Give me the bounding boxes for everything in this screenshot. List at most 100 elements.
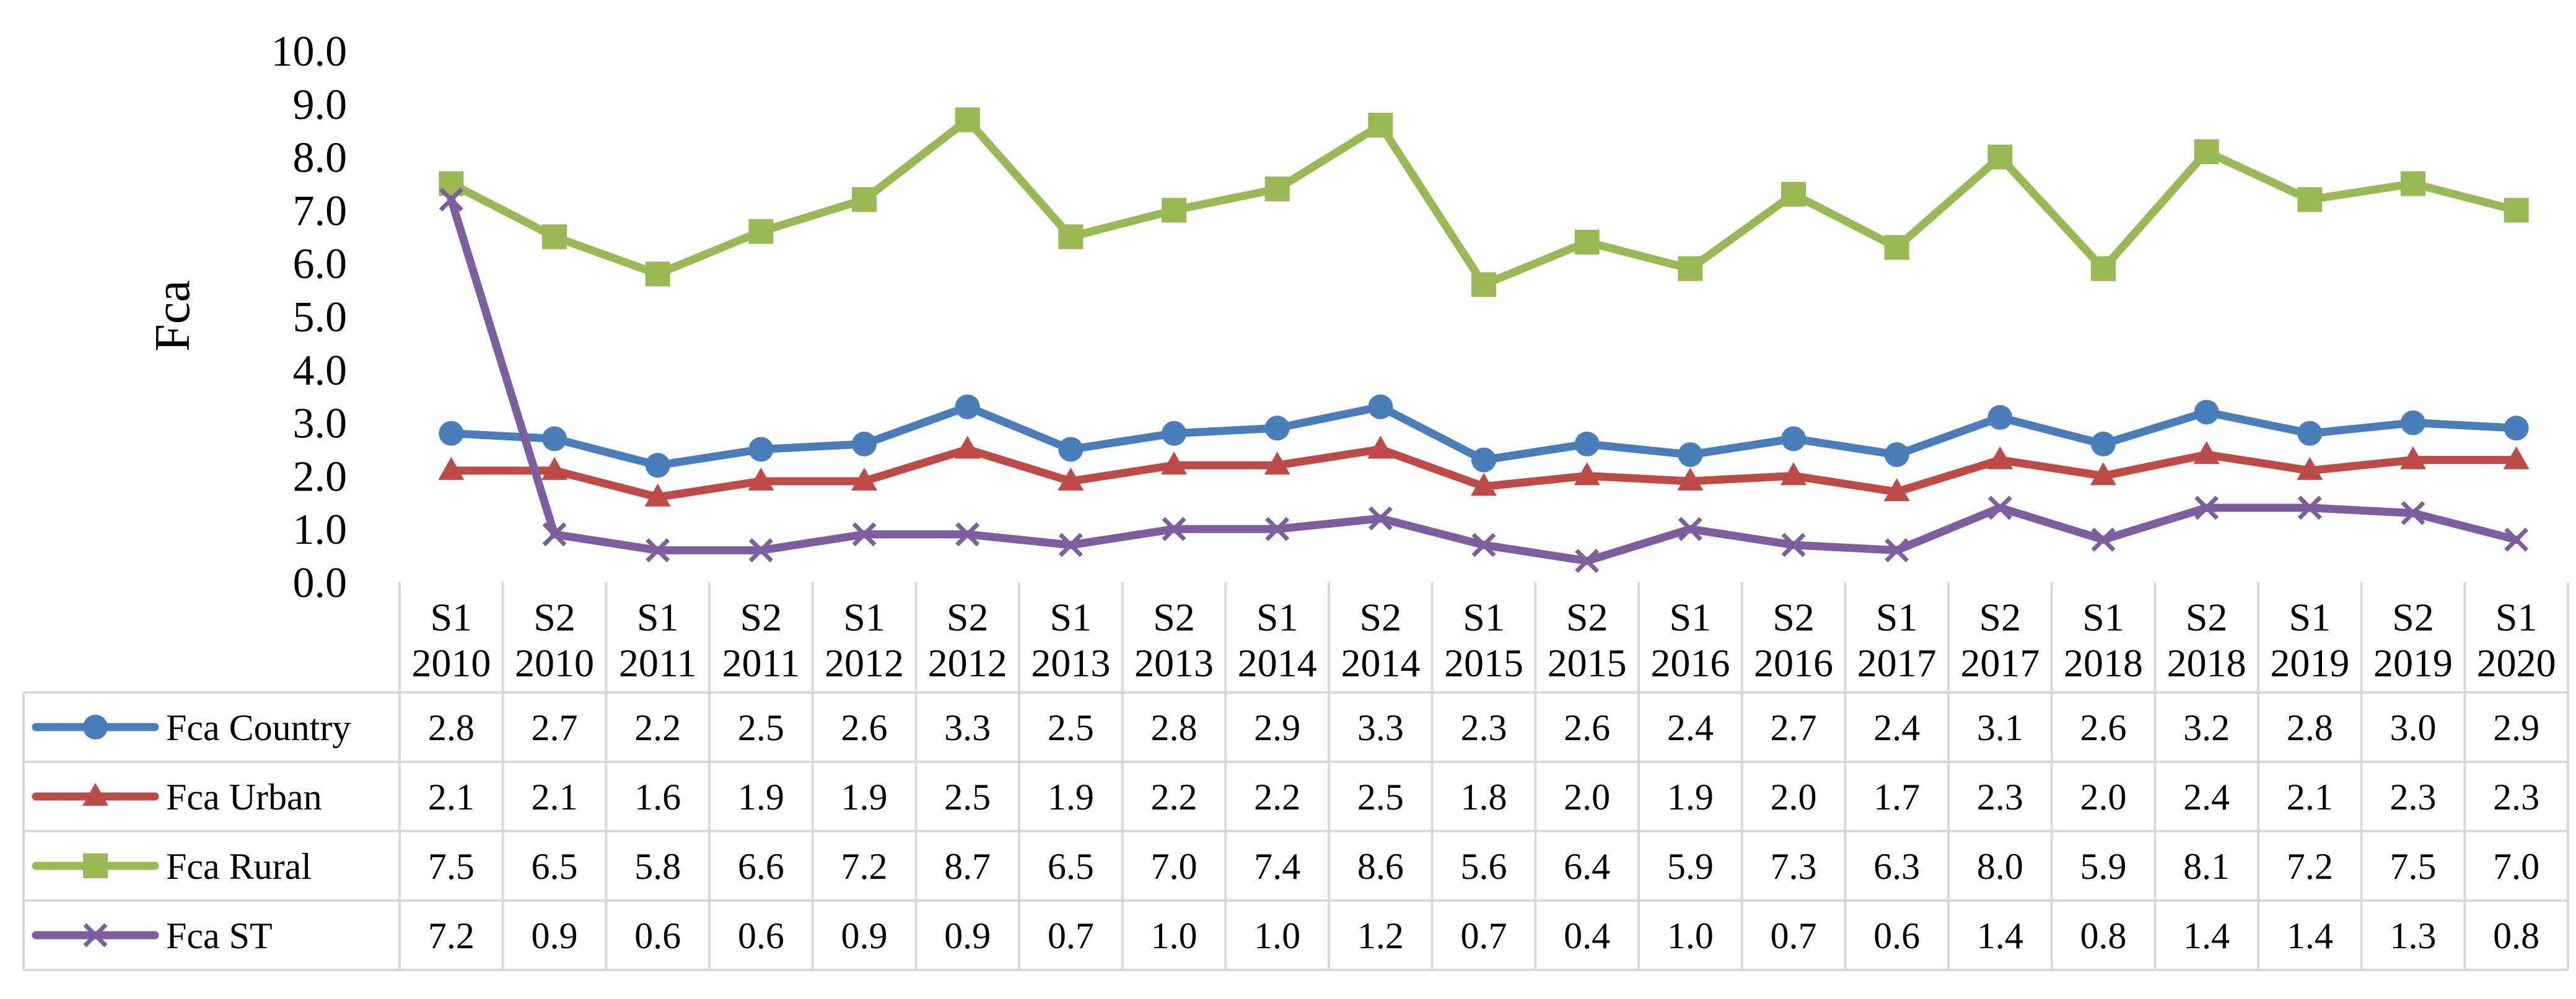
series-marker <box>2401 171 2425 196</box>
series-marker <box>1883 478 1910 502</box>
series-marker <box>955 107 980 133</box>
data-table-cell: 3.3 <box>1357 707 1404 748</box>
data-table-cell: 2.4 <box>1667 707 1714 748</box>
series-marker <box>1058 467 1084 491</box>
series-marker <box>2504 198 2529 223</box>
category-label: S1 <box>2495 595 2538 639</box>
y-tick-label: 2.0 <box>293 453 348 500</box>
data-table-cell: 1.9 <box>841 777 888 818</box>
series-marker <box>748 219 774 244</box>
data-table-cell: 0.8 <box>2493 915 2539 956</box>
category-label: S2 <box>1979 595 2022 639</box>
category-label: 2012 <box>928 641 1007 685</box>
series-marker <box>1264 452 1290 475</box>
series-marker <box>83 923 108 948</box>
series-marker-stroke <box>2297 495 2322 520</box>
series-marker <box>645 453 670 478</box>
data-table-cell: 1.4 <box>2287 915 2333 956</box>
series-marker-stroke <box>955 522 980 547</box>
data-table-cell: 2.8 <box>2287 707 2333 748</box>
series-fca-st <box>439 187 2529 574</box>
series-marker <box>542 426 567 452</box>
data-table-cell: 1.9 <box>1667 777 1714 818</box>
series-marker <box>2297 495 2322 520</box>
series-marker-stroke <box>646 538 670 562</box>
data-table-cell: 2.0 <box>1771 777 1817 818</box>
data-table-cell: 7.3 <box>1771 846 1817 887</box>
category-label: 2019 <box>2373 641 2453 685</box>
data-table-cell: 2.2 <box>1151 777 1198 818</box>
data-table-grid <box>22 582 2569 971</box>
series-marker <box>1471 447 1496 473</box>
series-marker <box>2194 399 2219 425</box>
series-lines <box>438 107 2530 574</box>
series-marker <box>2504 527 2529 552</box>
data-table-cell: 6.5 <box>1048 846 1094 887</box>
y-tick-label: 0.0 <box>293 559 348 607</box>
data-table-cell: 2.1 <box>532 777 578 818</box>
series-marker <box>1575 549 1600 574</box>
category-label: 2010 <box>411 641 491 685</box>
y-tick-label: 9.0 <box>293 81 348 129</box>
series-marker <box>82 783 108 806</box>
series-marker-stroke <box>439 187 463 212</box>
category-label: S1 <box>2082 595 2124 639</box>
series-marker <box>1058 437 1084 462</box>
series-fca-country <box>439 394 2529 478</box>
series-marker <box>1574 431 1600 456</box>
data-table-cell: 5.6 <box>1461 846 1507 887</box>
series-marker <box>1368 506 1393 531</box>
data-table-cell: 1.6 <box>634 777 681 818</box>
series-marker <box>2194 139 2219 165</box>
series-marker <box>1678 517 1702 541</box>
series-marker <box>2504 416 2529 441</box>
series-marker-stroke <box>1781 533 1806 557</box>
data-table-cell: 0.7 <box>1771 915 1817 956</box>
data-table-cell: 2.1 <box>428 777 475 818</box>
category-label: 2016 <box>1650 641 1730 685</box>
data-table-cell: 8.1 <box>2183 846 2230 887</box>
series-marker <box>2401 500 2425 525</box>
data-table-cell: 2.9 <box>1254 707 1300 748</box>
series-marker <box>1781 181 1806 207</box>
series-marker <box>1368 113 1393 138</box>
data-table-cell: 2.4 <box>1873 707 1920 748</box>
series-marker <box>439 187 463 212</box>
data-table-cell: 7.2 <box>841 846 888 887</box>
data-table-cell: 7.4 <box>1254 846 1300 887</box>
series-marker <box>645 261 670 287</box>
data-table-cell: 1.7 <box>1873 777 1920 818</box>
data-table-cell: 0.9 <box>532 915 578 956</box>
series-marker <box>1677 467 1704 491</box>
y-tick-label: 10.0 <box>271 28 348 76</box>
category-label: 2011 <box>722 641 800 685</box>
series-marker <box>1987 405 2013 430</box>
data-table-cell: 0.7 <box>1461 915 1507 956</box>
series-marker <box>541 456 567 480</box>
data-table-cell: 1.0 <box>1254 915 1300 956</box>
data-table-cell: 1.4 <box>1977 915 2023 956</box>
series-marker <box>644 483 671 507</box>
data-table-cell: 8.7 <box>944 846 991 887</box>
series-marker <box>1884 442 1909 468</box>
y-tick-label: 3.0 <box>293 400 348 448</box>
legend-label: Fca Urban <box>166 777 322 818</box>
category-label: 2017 <box>1857 641 1937 685</box>
data-table-cell: 6.3 <box>1873 846 1920 887</box>
data-table-cell: 6.6 <box>738 846 784 887</box>
category-label: S2 <box>947 595 989 639</box>
data-table-cell: 2.0 <box>1564 777 1610 818</box>
data-table-cell: 8.0 <box>1977 846 2023 887</box>
data-table-cell: 1.9 <box>1048 777 1094 818</box>
category-label: S1 <box>843 595 885 639</box>
data-table-cell: 7.2 <box>2287 846 2333 887</box>
series-marker <box>748 437 774 462</box>
series-marker <box>748 467 774 491</box>
series-marker <box>851 467 877 491</box>
series-marker <box>2091 431 2116 456</box>
series-marker-stroke <box>852 522 877 547</box>
category-label: 2020 <box>2477 641 2556 685</box>
data-table-cell: 7.0 <box>1151 846 1198 887</box>
category-label: S1 <box>2289 595 2331 639</box>
data-table-cell: 1.3 <box>2390 915 2437 956</box>
